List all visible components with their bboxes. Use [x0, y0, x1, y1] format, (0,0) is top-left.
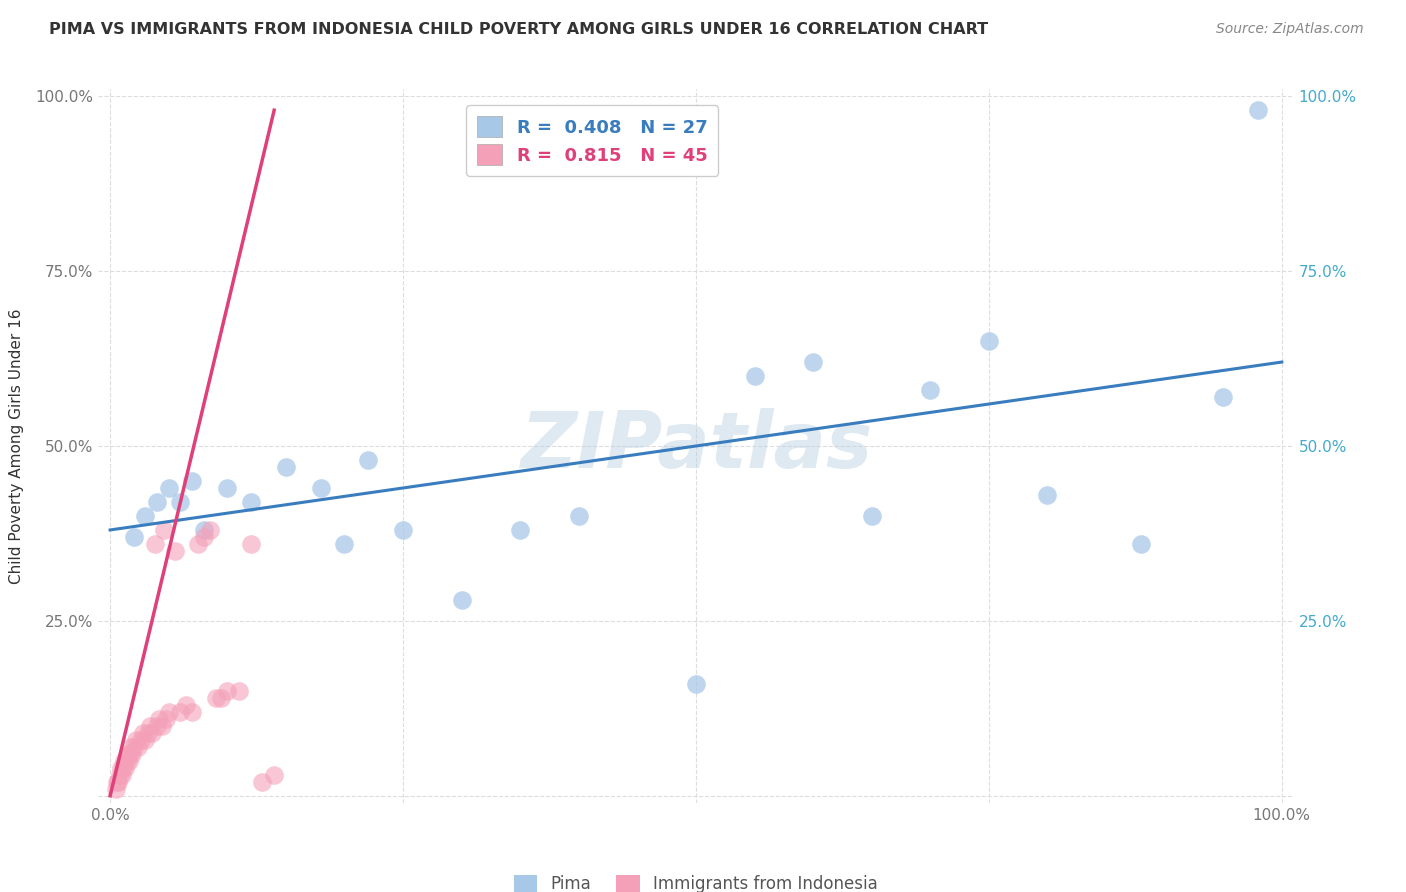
Point — [132, 726, 155, 740]
Point — [228, 684, 250, 698]
Point — [129, 732, 152, 747]
Point — [1247, 103, 1270, 118]
Point — [1212, 390, 1234, 404]
Point — [333, 537, 356, 551]
Point — [134, 508, 156, 523]
Point — [115, 754, 138, 768]
Point — [181, 474, 204, 488]
Point — [143, 537, 166, 551]
Point — [211, 690, 233, 705]
Point — [860, 508, 883, 523]
Point — [146, 719, 169, 733]
Point — [146, 495, 169, 509]
Point — [121, 747, 143, 761]
Point — [122, 739, 145, 754]
Point — [125, 732, 148, 747]
Point — [107, 774, 129, 789]
Point — [193, 523, 215, 537]
Point — [181, 705, 204, 719]
Point — [1036, 488, 1059, 502]
Point — [105, 774, 128, 789]
Point — [174, 698, 197, 712]
Point — [977, 334, 1000, 348]
Point — [148, 712, 170, 726]
Point — [252, 774, 274, 789]
Point — [120, 747, 142, 761]
Point — [198, 523, 221, 537]
Text: PIMA VS IMMIGRANTS FROM INDONESIA CHILD POVERTY AMONG GIRLS UNDER 16 CORRELATION: PIMA VS IMMIGRANTS FROM INDONESIA CHILD … — [49, 22, 988, 37]
Point — [357, 453, 380, 467]
Point — [134, 732, 156, 747]
Point — [217, 481, 239, 495]
Point — [744, 369, 766, 384]
Point — [239, 495, 262, 509]
Point — [685, 677, 707, 691]
Point — [111, 768, 134, 782]
Point — [239, 537, 262, 551]
Text: ZIPatlas: ZIPatlas — [520, 408, 872, 484]
Point — [920, 383, 942, 397]
Point — [155, 712, 177, 726]
Point — [157, 481, 180, 495]
Point — [122, 530, 145, 544]
Point — [153, 523, 176, 537]
Point — [136, 726, 159, 740]
Point — [118, 754, 141, 768]
Point — [169, 705, 191, 719]
Point — [110, 761, 132, 775]
Point — [193, 530, 215, 544]
Point — [163, 544, 186, 558]
Point — [169, 495, 191, 509]
Legend: Pima, Immigrants from Indonesia: Pima, Immigrants from Indonesia — [508, 868, 884, 892]
Point — [157, 705, 180, 719]
Point — [309, 481, 332, 495]
Point — [117, 747, 139, 761]
Point — [105, 781, 128, 796]
Point — [263, 768, 285, 782]
Point — [274, 460, 297, 475]
Point — [801, 355, 824, 369]
Point — [108, 768, 131, 782]
Point — [1130, 537, 1153, 551]
Point — [114, 761, 136, 775]
Point — [139, 719, 162, 733]
Point — [568, 508, 591, 523]
Point — [127, 739, 149, 754]
Point — [112, 761, 135, 775]
Point — [120, 739, 142, 754]
Point — [141, 726, 163, 740]
Point — [187, 537, 209, 551]
Point — [204, 690, 226, 705]
Point — [509, 523, 531, 537]
Y-axis label: Child Poverty Among Girls Under 16: Child Poverty Among Girls Under 16 — [10, 309, 24, 583]
Point — [112, 754, 135, 768]
Point — [217, 684, 239, 698]
Text: Source: ZipAtlas.com: Source: ZipAtlas.com — [1216, 22, 1364, 37]
Point — [150, 719, 173, 733]
Point — [450, 593, 472, 607]
Point — [392, 523, 415, 537]
